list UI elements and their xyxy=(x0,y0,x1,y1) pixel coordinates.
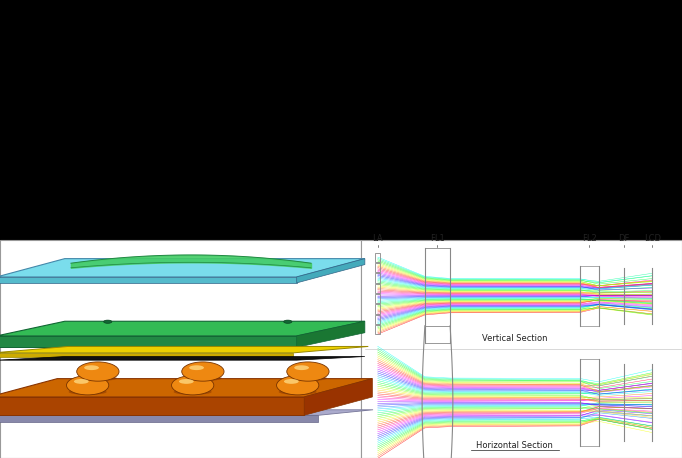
Polygon shape xyxy=(0,410,373,415)
Bar xyxy=(0,0,682,240)
Ellipse shape xyxy=(179,379,194,384)
Bar xyxy=(0,240,361,458)
Ellipse shape xyxy=(79,375,117,381)
Text: DF: DF xyxy=(618,234,629,243)
Ellipse shape xyxy=(67,376,109,395)
Ellipse shape xyxy=(189,365,204,370)
Ellipse shape xyxy=(184,375,222,381)
Bar xyxy=(375,294,381,303)
Bar xyxy=(375,304,381,314)
Ellipse shape xyxy=(279,389,316,395)
Text: LCD: LCD xyxy=(644,234,661,243)
Bar xyxy=(375,263,381,273)
Ellipse shape xyxy=(69,389,106,395)
Bar xyxy=(375,273,381,283)
Bar xyxy=(375,325,381,334)
Ellipse shape xyxy=(289,375,327,381)
Polygon shape xyxy=(0,346,368,353)
Polygon shape xyxy=(304,379,372,415)
Polygon shape xyxy=(297,259,365,283)
Polygon shape xyxy=(0,277,297,283)
Ellipse shape xyxy=(84,365,99,370)
Polygon shape xyxy=(0,353,293,357)
Bar xyxy=(361,240,682,458)
Polygon shape xyxy=(0,356,365,360)
Polygon shape xyxy=(297,321,365,347)
Text: FL1: FL1 xyxy=(430,234,445,243)
Ellipse shape xyxy=(181,362,224,381)
Ellipse shape xyxy=(77,362,119,381)
Bar xyxy=(375,253,381,262)
Polygon shape xyxy=(0,379,372,397)
Ellipse shape xyxy=(294,365,309,370)
Text: LA: LA xyxy=(372,234,383,243)
Ellipse shape xyxy=(74,379,89,384)
Text: Horizontal Section: Horizontal Section xyxy=(477,441,553,450)
Polygon shape xyxy=(0,321,365,336)
Text: FL2: FL2 xyxy=(582,234,597,243)
Ellipse shape xyxy=(286,362,329,381)
Bar xyxy=(375,315,381,324)
Ellipse shape xyxy=(277,376,319,395)
Ellipse shape xyxy=(172,376,214,395)
Polygon shape xyxy=(0,259,365,277)
Ellipse shape xyxy=(104,320,112,323)
Polygon shape xyxy=(0,397,304,415)
Polygon shape xyxy=(0,415,318,422)
Ellipse shape xyxy=(284,379,299,384)
Polygon shape xyxy=(0,336,297,347)
Text: Vertical Section: Vertical Section xyxy=(482,334,548,343)
Bar xyxy=(375,284,381,293)
Ellipse shape xyxy=(284,320,292,323)
Ellipse shape xyxy=(174,389,211,395)
